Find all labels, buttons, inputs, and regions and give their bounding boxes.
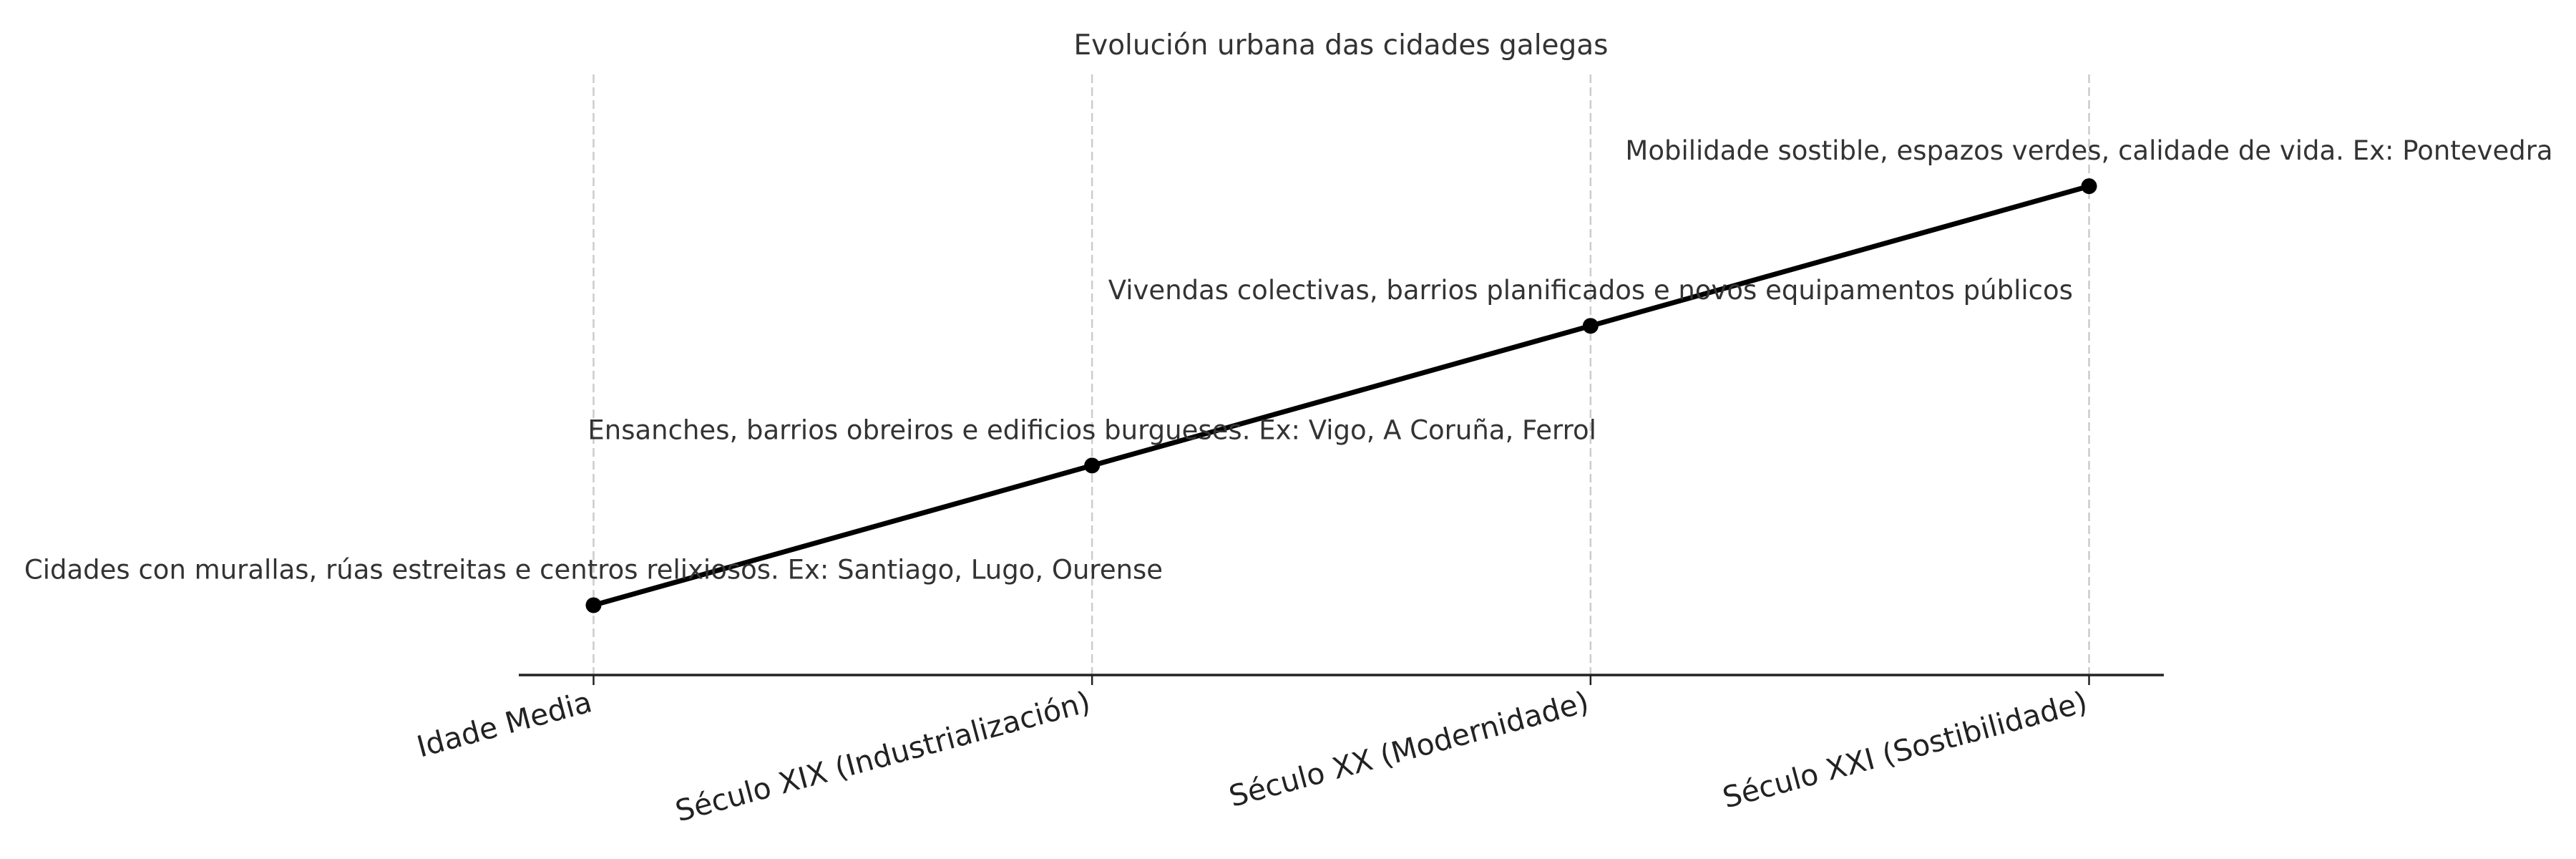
data-point (1084, 457, 1101, 474)
annotations: Cidades con murallas, rúas estreitas e c… (24, 135, 2553, 585)
chart-title: Evolución urbana das cidades galegas (1073, 29, 1608, 62)
data-point (1582, 318, 1599, 334)
x-tick-label: Século XIX (Industrialización) (672, 684, 1094, 828)
annotation-label: Mobilidade sostible, espazos verdes, cal… (1625, 135, 2552, 166)
series (585, 178, 2097, 613)
grid (592, 74, 2090, 675)
annotation-label: Ensanches, barrios obreiros e edificios … (587, 414, 1596, 445)
series-line (592, 183, 2090, 608)
x-tick-label: Século XXI (Sostibilidade) (1719, 684, 2091, 815)
x-tick-label: Século XX (Modernidade) (1226, 684, 1593, 813)
data-point (585, 597, 602, 613)
annotation-label: Cidades con murallas, rúas estreitas e c… (24, 554, 1163, 585)
x-ticks: Idade Media Século XIX (Industrialización… (414, 675, 2091, 828)
x-tick-label: Idade Media (414, 684, 596, 764)
annotation-label: Vivendas colectivas, barrios planificado… (1108, 275, 2073, 306)
data-point (2081, 178, 2097, 195)
